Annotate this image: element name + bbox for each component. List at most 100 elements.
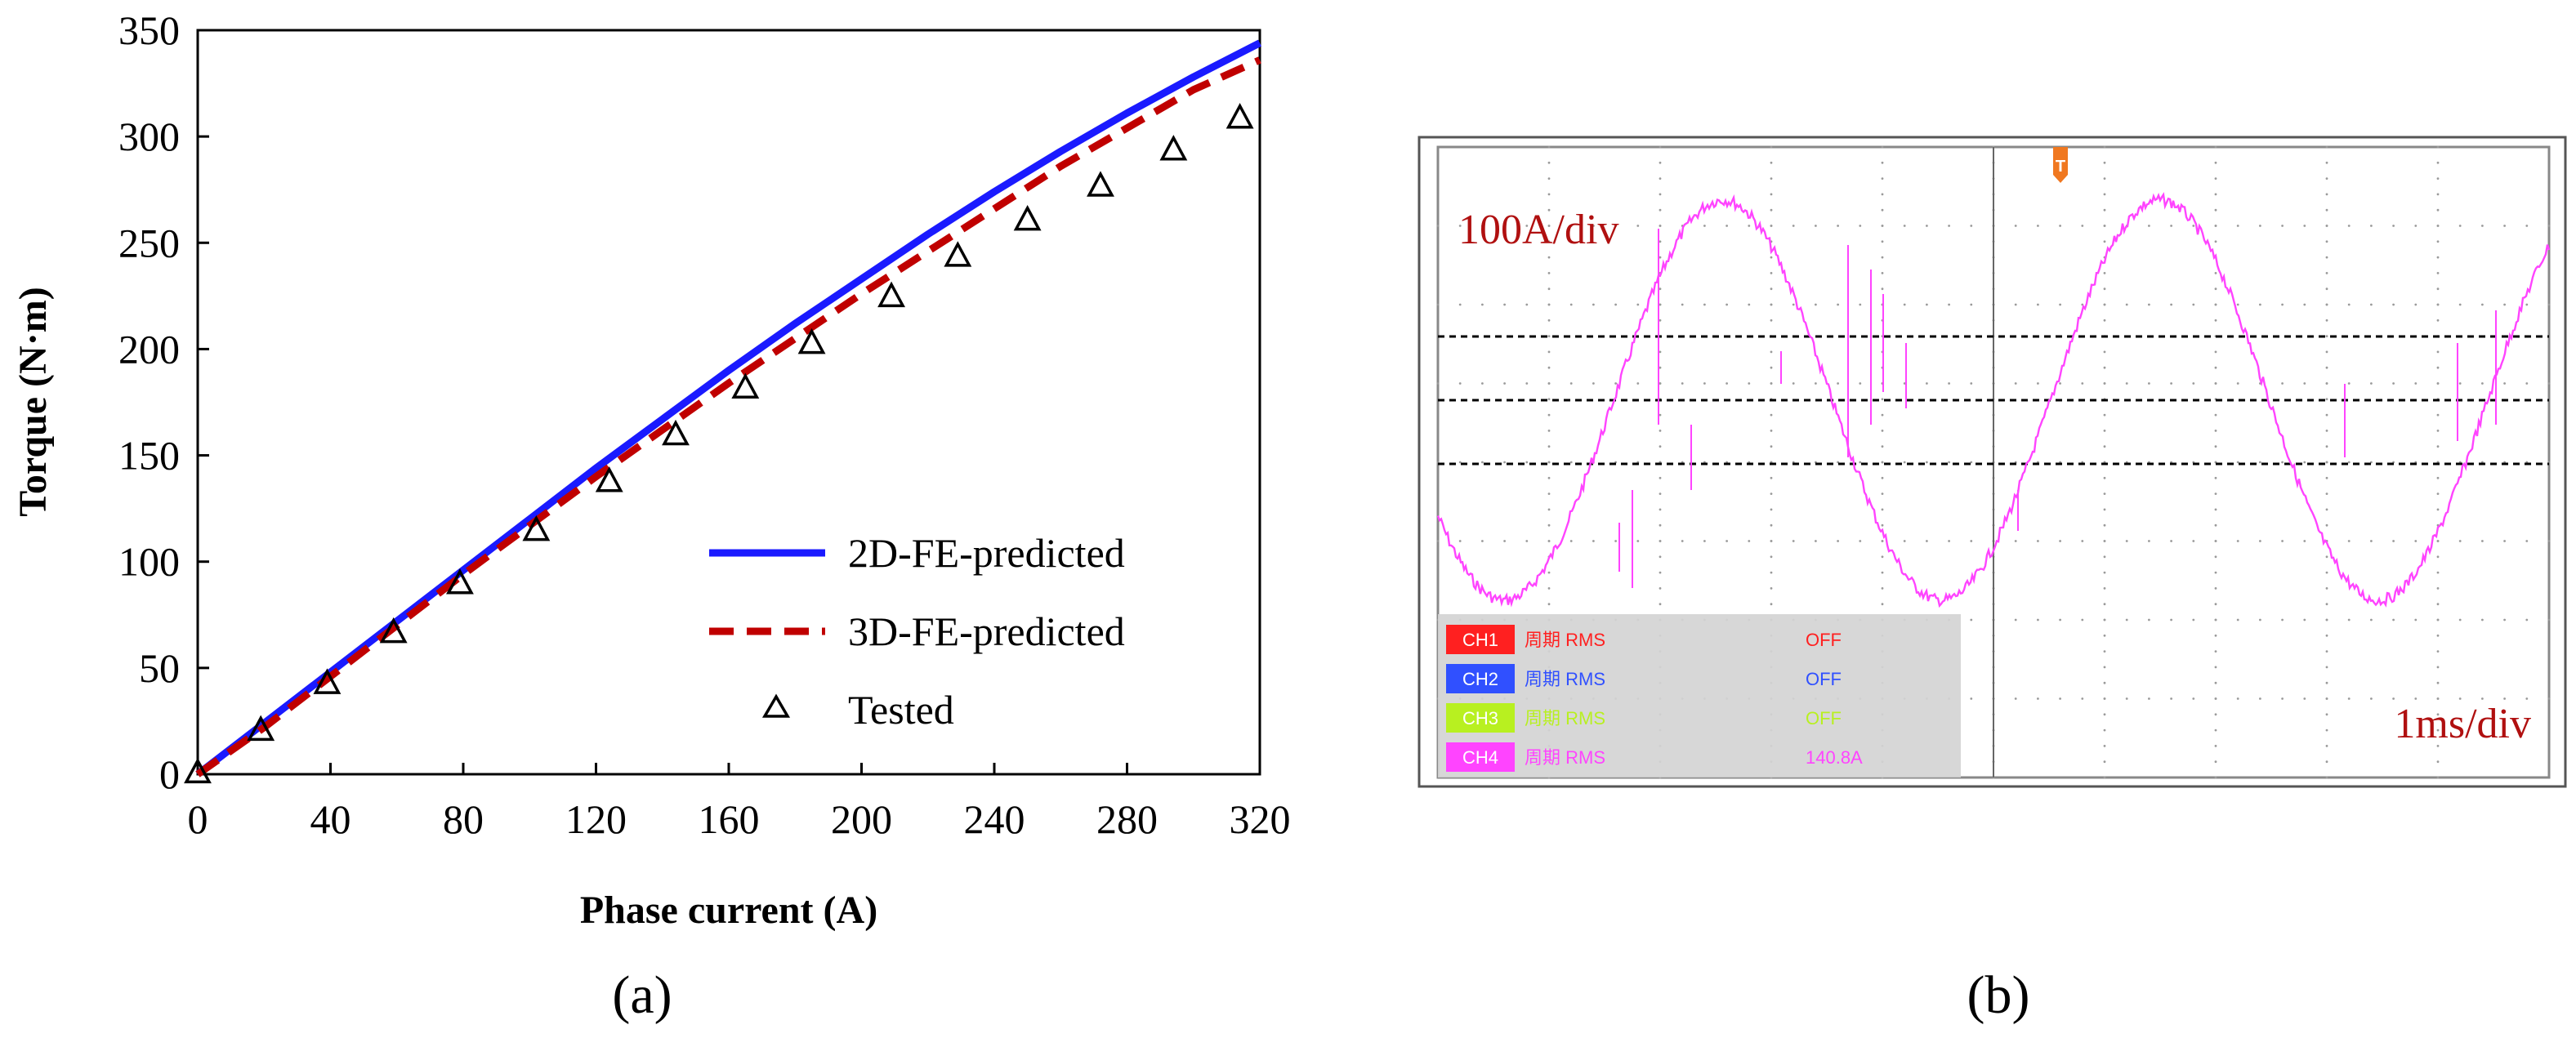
grid-dot: [2059, 382, 2062, 385]
grid-dot: [2081, 540, 2084, 542]
grid-dot: [1592, 225, 1595, 227]
grid-dot: [2436, 240, 2440, 243]
grid-dot: [2325, 366, 2328, 369]
grid-dot: [2281, 540, 2284, 542]
grid-dot: [1547, 524, 1551, 527]
grid-dot: [1770, 256, 1773, 259]
grid-dot: [2281, 618, 2284, 622]
grid-dot: [1547, 240, 1551, 243]
grid-dot: [1636, 303, 1640, 306]
grid-dot: [2325, 240, 2328, 243]
grid-dot: [2059, 540, 2062, 542]
grid-dot: [1926, 225, 1928, 227]
tested-data-point: [1159, 135, 1188, 161]
grid-dot: [2303, 382, 2306, 385]
grid-dot: [1770, 413, 1773, 417]
grid-dot: [1770, 319, 1773, 322]
grid-dot: [1970, 303, 1973, 306]
x-tick-label: 120: [565, 796, 627, 842]
grid-dot: [2370, 382, 2373, 385]
grid-dot: [2259, 618, 2261, 622]
grid-dot: [2436, 540, 2440, 542]
grid-dot: [2214, 571, 2217, 574]
grid-dot: [1614, 382, 1617, 385]
channel-name: CH3: [1462, 708, 1498, 728]
grid-dot: [1547, 303, 1551, 306]
grid-dot: [1659, 587, 1662, 590]
grid-dot: [2503, 697, 2507, 700]
grid-dot: [2436, 571, 2440, 574]
grid-dot: [1903, 540, 1906, 542]
grid-dot: [1881, 445, 1884, 448]
grid-dot: [1903, 461, 1906, 464]
grid-dot: [2525, 618, 2529, 622]
grid-dot: [2103, 508, 2106, 511]
grid-dot: [1659, 571, 1662, 574]
grid-dot: [2458, 540, 2462, 542]
tested-data-point: [1013, 204, 1042, 231]
channel-measure: 周期 RMS: [1525, 630, 1605, 650]
panel-label-b: (b): [1967, 965, 2030, 1025]
grid-dot: [2436, 366, 2440, 369]
grid-dot: [2370, 225, 2373, 227]
grid-dot: [2436, 225, 2440, 227]
grid-dot: [1569, 303, 1573, 306]
grid-dot: [1770, 161, 1773, 164]
grid-dot: [2436, 382, 2440, 385]
channel-name: CH2: [1462, 669, 1498, 689]
grid-dot: [2392, 303, 2395, 306]
grid-dot: [1770, 430, 1773, 432]
grid-dot: [2214, 287, 2217, 291]
grid-dot: [2525, 697, 2529, 700]
grid-dot: [2103, 272, 2106, 274]
grid-dot: [1726, 303, 1729, 306]
grid-dot: [2103, 319, 2106, 322]
grid-dot: [2081, 382, 2084, 385]
grid-dot: [2214, 272, 2217, 274]
grid-dot: [1659, 492, 1662, 495]
grid-dot: [2170, 225, 2173, 227]
grid-dot: [2325, 287, 2328, 291]
grid-dot: [1547, 445, 1551, 448]
grid-dot: [2148, 382, 2150, 385]
channel-badge-ch1: [1446, 625, 1515, 654]
grid-dot: [1503, 225, 1506, 227]
grid-dot: [2214, 697, 2217, 700]
grid-dot: [1859, 540, 1862, 542]
grid-dot: [2059, 618, 2062, 622]
grid-dot: [2214, 508, 2217, 511]
grid-dot: [2325, 413, 2328, 417]
grid-dot: [1659, 413, 1662, 417]
tested-data-point: [1087, 171, 1114, 197]
grid-dot: [2436, 555, 2440, 559]
grid-dot: [2481, 540, 2484, 542]
grid-dot: [2236, 303, 2239, 306]
grid-dot: [1770, 555, 1773, 559]
grid-dot: [2214, 492, 2217, 495]
grid-dot: [1815, 382, 1817, 385]
grid-dot: [1703, 303, 1706, 306]
grid-dot: [1792, 382, 1795, 385]
grid-dot: [2325, 208, 2328, 212]
y-tick-label: 50: [139, 645, 180, 691]
grid-dot: [1503, 461, 1506, 464]
grid-dot: [1547, 319, 1551, 322]
grid-dot: [2170, 618, 2173, 622]
grid-dot: [2281, 697, 2284, 700]
grid-dot: [2214, 350, 2217, 354]
grid-dot: [2148, 303, 2150, 306]
legend-label-2d-fe: 2D-FE-predicted: [848, 530, 1125, 576]
grid-dot: [2347, 303, 2351, 306]
grid-dot: [2103, 287, 2106, 291]
grid-dot: [1592, 540, 1595, 542]
grid-dot: [1547, 540, 1551, 542]
grid-dot: [1547, 587, 1551, 590]
grid-dot: [2103, 650, 2106, 653]
grid-dot: [2436, 413, 2440, 417]
grid-dot: [1881, 413, 1884, 417]
grid-dot: [1903, 382, 1906, 385]
grid-dot: [1926, 461, 1928, 464]
grid-dot: [2214, 540, 2217, 542]
tested-data-point: [247, 715, 275, 742]
grid-dot: [1659, 225, 1662, 227]
